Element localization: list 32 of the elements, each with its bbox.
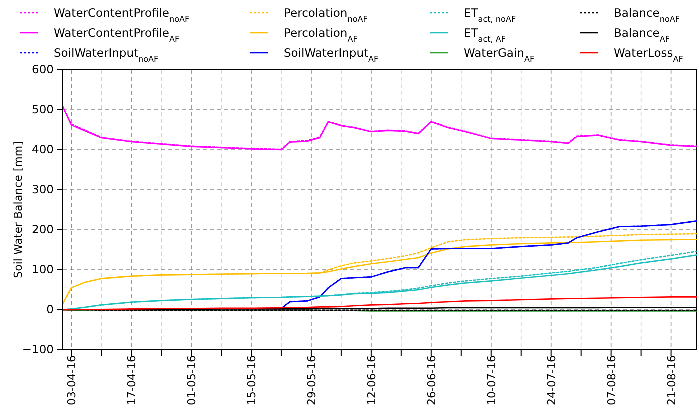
legend-label: Percolation$_{noAF}$ [284, 6, 368, 24]
legend-label: WaterGain$_{AF}$ [464, 46, 535, 64]
x-tick-label: 24-07-16 [545, 356, 558, 406]
y-tick-label: 500 [32, 102, 54, 117]
legend-label: Balance$_{noAF}$ [614, 6, 680, 24]
x-tick-label: 12-06-16 [365, 356, 378, 406]
legend-label: Balance$_{AF}$ [614, 26, 670, 44]
y-axis-title: Soil Water Balance [mm] [12, 142, 25, 278]
y-tick-label: 100 [32, 262, 54, 277]
x-tick-label: 26-06-16 [425, 356, 438, 406]
x-tick-label: 03-04-16 [66, 356, 79, 406]
y-tick-label: 600 [32, 62, 54, 77]
x-tick-label: 17-04-16 [126, 356, 139, 406]
legend-label: WaterLoss$_{AF}$ [614, 46, 684, 64]
legend-label: WaterContentProfile$_{AF}$ [54, 26, 180, 44]
legend-label: SoilWaterInput$_{AF}$ [284, 46, 380, 64]
legend-label: Percolation$_{AF}$ [284, 26, 358, 44]
x-tick-label: 21-08-16 [665, 356, 678, 406]
legend-label: ET$_{act, noAF}$ [464, 6, 516, 24]
legend-label: ET$_{act, AF}$ [464, 26, 506, 44]
y-tick-label: 400 [32, 142, 54, 157]
x-tick-label: 01-05-16 [186, 356, 199, 406]
legend-label: SoilWaterInput$_{noAF}$ [54, 46, 160, 64]
x-tick-label: 29-05-16 [306, 356, 319, 406]
y-tick-label: 0 [46, 302, 54, 317]
y-tick-label: 200 [32, 222, 54, 237]
x-tick-label: 10-07-16 [485, 356, 498, 406]
y-tick-label: 300 [32, 182, 54, 197]
x-tick-label: 15-05-16 [246, 356, 259, 406]
x-tick-label: 07-08-16 [605, 356, 618, 406]
y-tick-label: −100 [22, 342, 54, 357]
legend-label: WaterContentProfile$_{noAF}$ [54, 6, 190, 24]
